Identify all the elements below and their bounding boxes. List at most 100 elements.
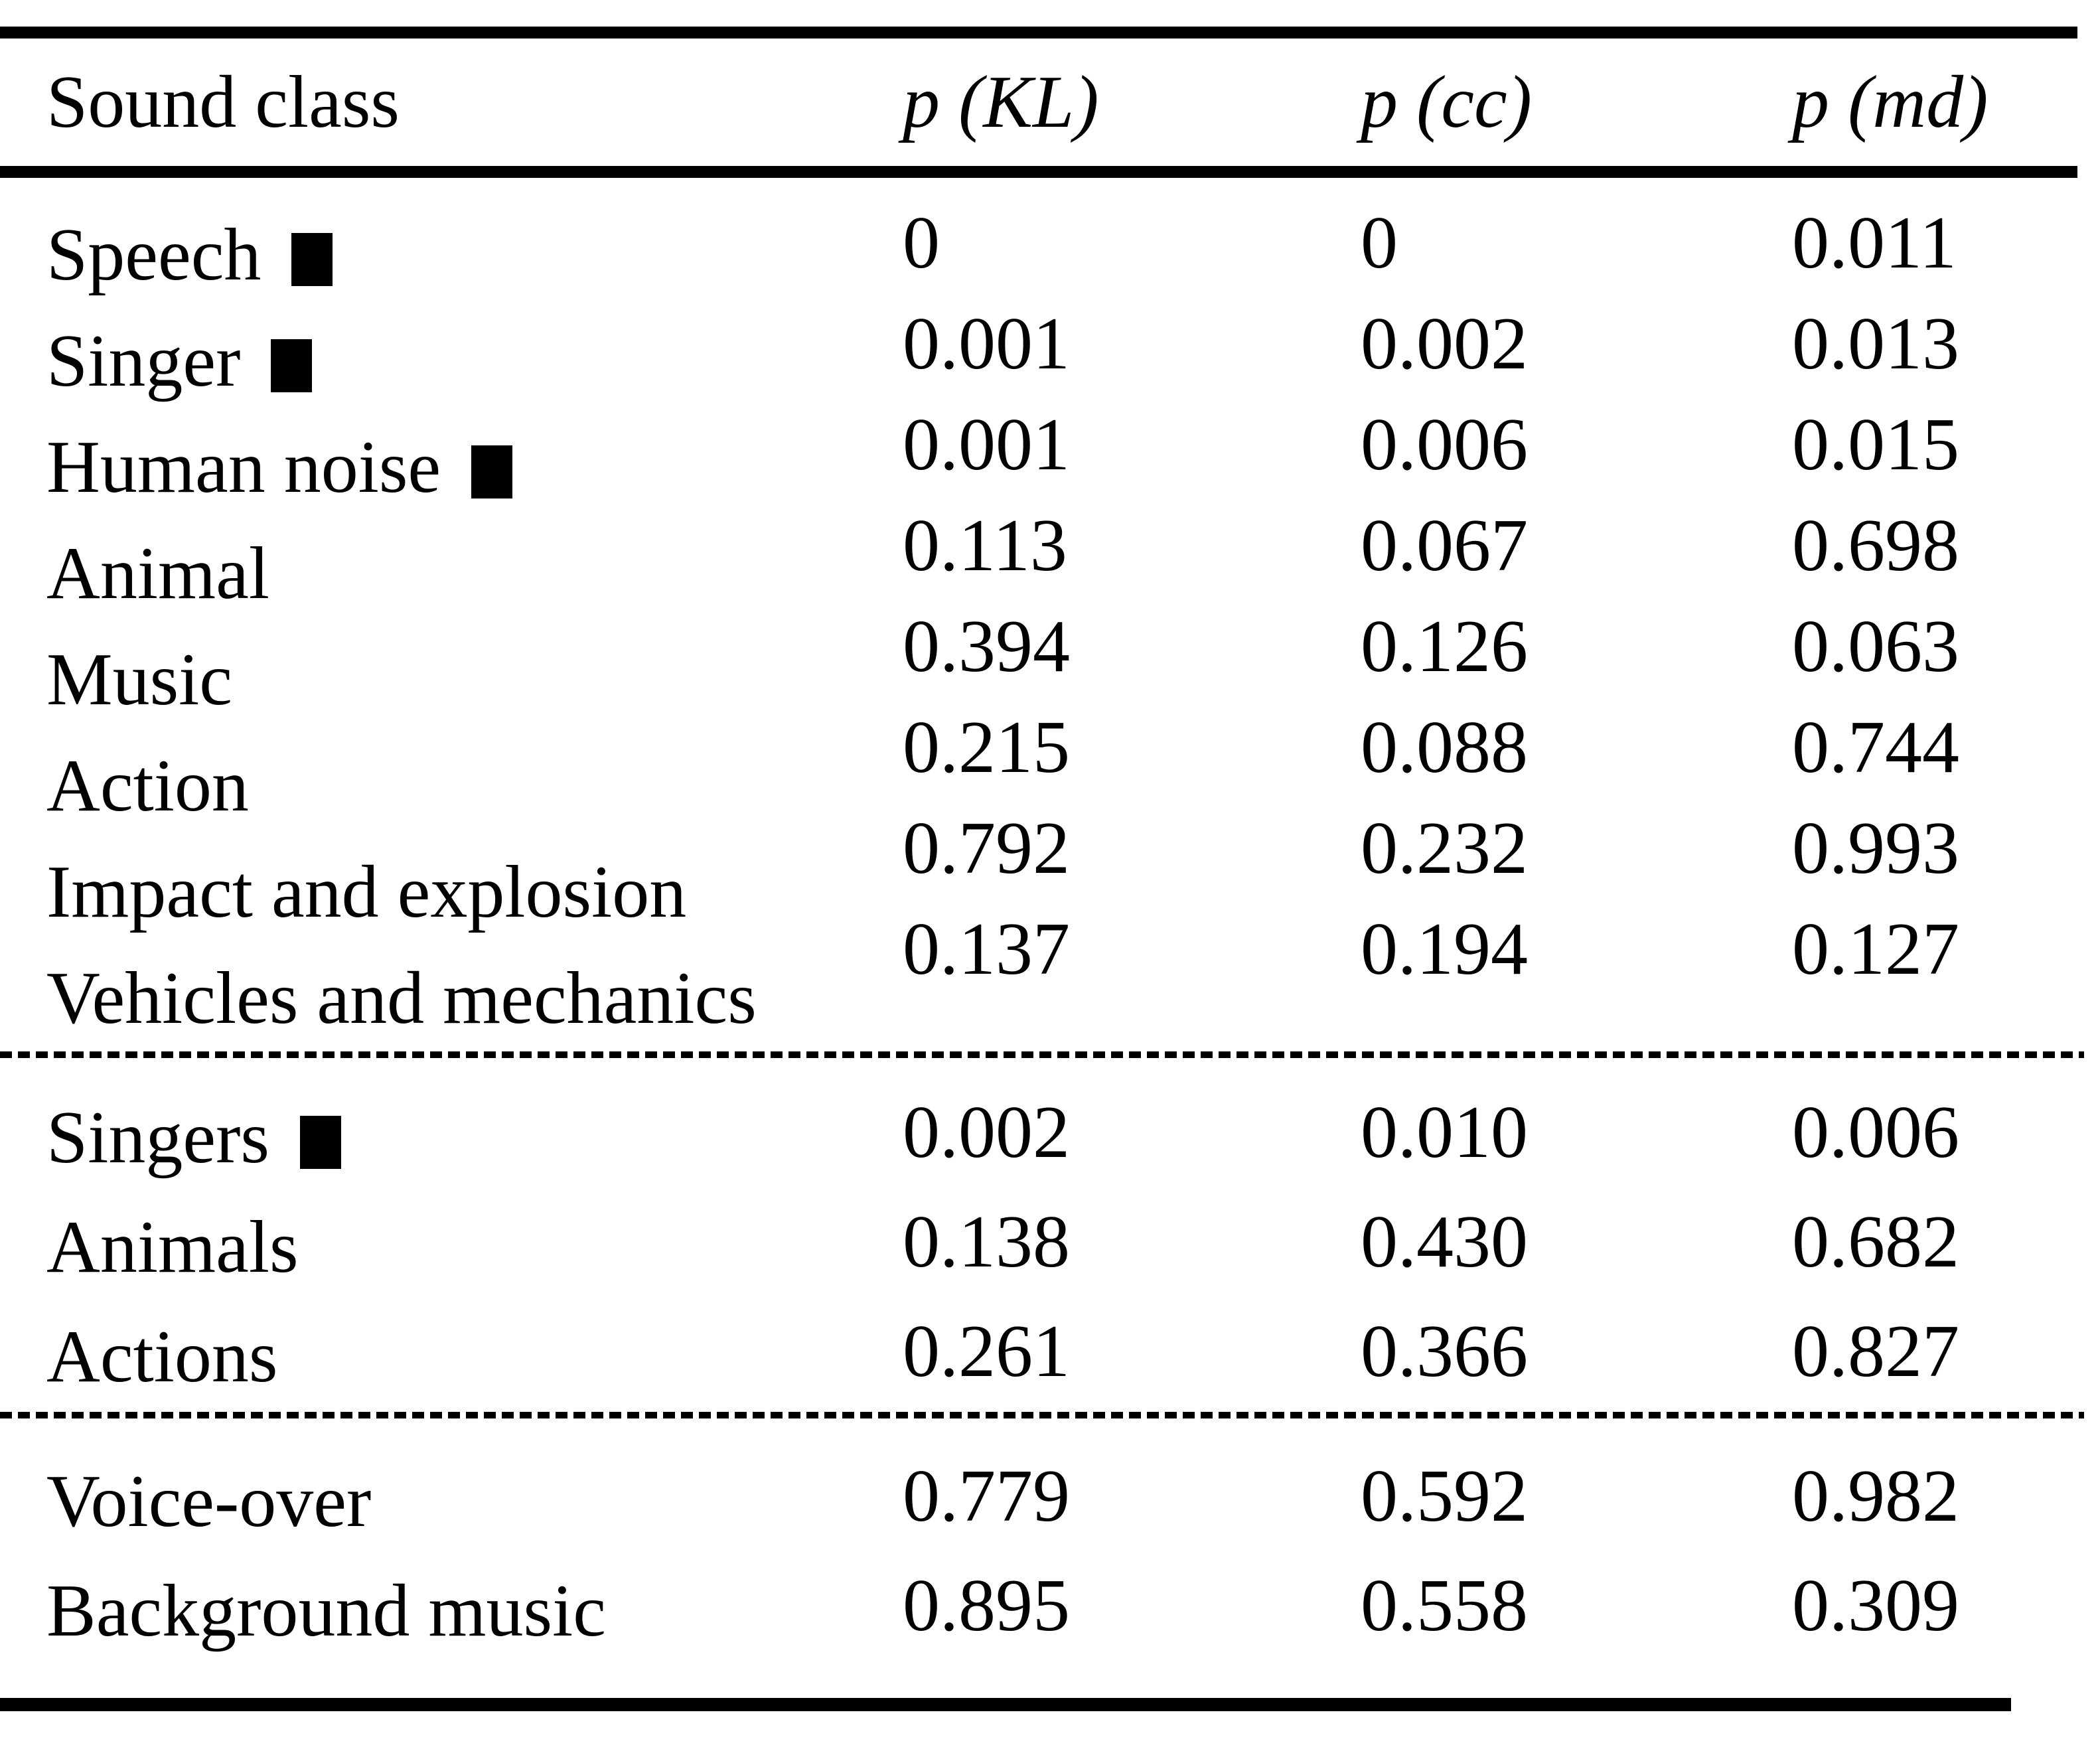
p-value: 0.001: [903, 303, 1070, 385]
p-md-column: 0.006 0.682 0.827: [1792, 1058, 2100, 1412]
table-cell: 0.137: [903, 899, 1361, 1000]
p-value: 0.895: [903, 1565, 1070, 1647]
table-row-label: Impact and explosion: [46, 839, 903, 945]
table-cell: 0.063: [1792, 596, 2100, 697]
sound-class-column: Singers Animals Actions: [0, 1058, 903, 1412]
sound-class-label: Actions: [46, 1316, 278, 1398]
black-square-icon: [471, 445, 513, 498]
table-cell: 0.002: [903, 1078, 1361, 1187]
p-value: 0.558: [1361, 1565, 1528, 1647]
p-value: 0.010: [1361, 1091, 1528, 1174]
p-value: 0.088: [1361, 706, 1528, 789]
table-cell: 0.138: [903, 1187, 1361, 1297]
table-cell: 0.592: [1361, 1442, 1792, 1551]
table-cell: 0.067: [1361, 495, 1792, 596]
p-kl-column: 0 0.001 0.001 0.113 0.394 0.215 0.792 0.137: [903, 178, 1361, 1051]
table-cell: 0.232: [1361, 798, 1792, 899]
section-divider-dashed: [0, 1051, 2084, 1058]
p-value: 0.779: [903, 1455, 1070, 1537]
table-row-label: Animals: [46, 1193, 903, 1302]
sound-class-label: Singer: [46, 320, 241, 402]
p-kl-column: 0.002 0.138 0.261: [903, 1058, 1361, 1412]
table-cell: 0.682: [1792, 1187, 2100, 1297]
p-value: 0.232: [1361, 807, 1528, 889]
table-cell: 0.015: [1792, 394, 2100, 495]
table-cell: 0: [903, 192, 1361, 293]
header-rule: [0, 166, 2077, 178]
table-cell: 0.001: [903, 394, 1361, 495]
p-value: 0.993: [1792, 807, 1959, 889]
p-value: 0.194: [1361, 908, 1528, 990]
table-section-general-classes: Speech Singer Human noise Animal Music Action…: [0, 178, 2100, 1051]
p-value: 0.013: [1792, 303, 1959, 385]
p-value: 0.001: [903, 404, 1070, 486]
table-cell: 0: [1361, 192, 1792, 293]
p-value: 0.006: [1792, 1091, 1959, 1174]
column-header-p-md: p (md): [1792, 61, 1988, 143]
p-value: 0.744: [1792, 706, 1959, 789]
p-cc-column: 0.010 0.430 0.366: [1361, 1058, 1792, 1412]
table-cell: 0.001: [903, 293, 1361, 394]
p-kl-column: 0.779 0.895: [903, 1418, 1361, 1666]
table-cell: 0.088: [1361, 697, 1792, 798]
p-value: 0.011: [1792, 202, 1957, 284]
table-cell: 0.558: [1361, 1551, 1792, 1661]
column-header-p-cc: p (cc): [1361, 61, 1533, 143]
p-cc-column: 0 0.002 0.006 0.067 0.126 0.088 0.232 0.194: [1361, 178, 1792, 1051]
p-value: 0.063: [1792, 605, 1959, 688]
p-value: 0.002: [1361, 303, 1528, 385]
p-value: 0.137: [903, 908, 1070, 990]
sound-class-label: Vehicles and mechanics: [46, 957, 757, 1039]
table-section-production-classes: Voice-over Background music 0.779 0.895 0.…: [0, 1418, 2100, 1666]
table-cell: 0.827: [1792, 1297, 2100, 1407]
p-value: 0.126: [1361, 605, 1528, 688]
table-row-label: Human noise: [46, 414, 903, 520]
table-cell: 0.010: [1361, 1078, 1792, 1187]
p-value: 0.261: [903, 1310, 1070, 1393]
sound-class-label: Music: [46, 639, 232, 721]
table-cell: 0.698: [1792, 495, 2100, 596]
black-square-icon: [271, 339, 313, 392]
table-cell: 0.792: [903, 798, 1361, 899]
p-value: 0: [903, 202, 940, 284]
table-cell: 0.194: [1361, 899, 1792, 1000]
sound-class-label: Impact and explosion: [46, 851, 687, 933]
p-value: 0.138: [903, 1201, 1070, 1283]
sound-class-label: Action: [46, 745, 249, 827]
table-header-row: Sound class p (KL) p (cc) p (md): [0, 38, 2100, 166]
sound-class-label: Background music: [46, 1570, 606, 1652]
table-row-label: Singers: [46, 1083, 903, 1193]
table-section-plural-classes: Singers Animals Actions 0.002 0.138 0.261 0.…: [0, 1058, 2100, 1412]
sound-class-label: Speech: [46, 214, 262, 296]
p-value: 0.309: [1792, 1565, 1959, 1647]
sound-class-label: Animal: [46, 532, 269, 615]
table-row-label: Animal: [46, 520, 903, 627]
p-value-table: Sound class p (KL) p (cc) p (md) Speech S…: [0, 27, 2100, 1711]
table-row-label: Actions: [46, 1302, 903, 1412]
table-cell: 0.011: [1792, 192, 2100, 293]
bottom-rule: [0, 1698, 2011, 1711]
table-cell: 0.006: [1361, 394, 1792, 495]
table-row-label: Background music: [46, 1557, 903, 1666]
table-row-label: Music: [46, 627, 903, 733]
sound-class-label: Human noise: [46, 426, 441, 508]
table-cell: 0.215: [903, 697, 1361, 798]
table-cell: 0.013: [1792, 293, 2100, 394]
table-cell: 0.993: [1792, 798, 2100, 899]
sound-class-label: Animals: [46, 1206, 299, 1288]
sound-class-label: Voice-over: [46, 1460, 372, 1543]
p-value: 0.002: [903, 1091, 1070, 1174]
black-square-icon: [300, 1116, 341, 1169]
p-value: 0.682: [1792, 1201, 1959, 1283]
black-square-icon: [291, 233, 333, 286]
p-value: 0.067: [1361, 504, 1528, 587]
p-value: 0.113: [903, 504, 1067, 587]
p-value: 0.006: [1361, 404, 1528, 486]
table-cell: 0.113: [903, 495, 1361, 596]
table-cell: 0.394: [903, 596, 1361, 697]
table-cell: 0.744: [1792, 697, 2100, 798]
p-value: 0.792: [903, 807, 1070, 889]
table-row-label: Singer: [46, 308, 903, 414]
sound-class-label: Singers: [46, 1097, 269, 1179]
table-cell: 0.982: [1792, 1442, 2100, 1551]
